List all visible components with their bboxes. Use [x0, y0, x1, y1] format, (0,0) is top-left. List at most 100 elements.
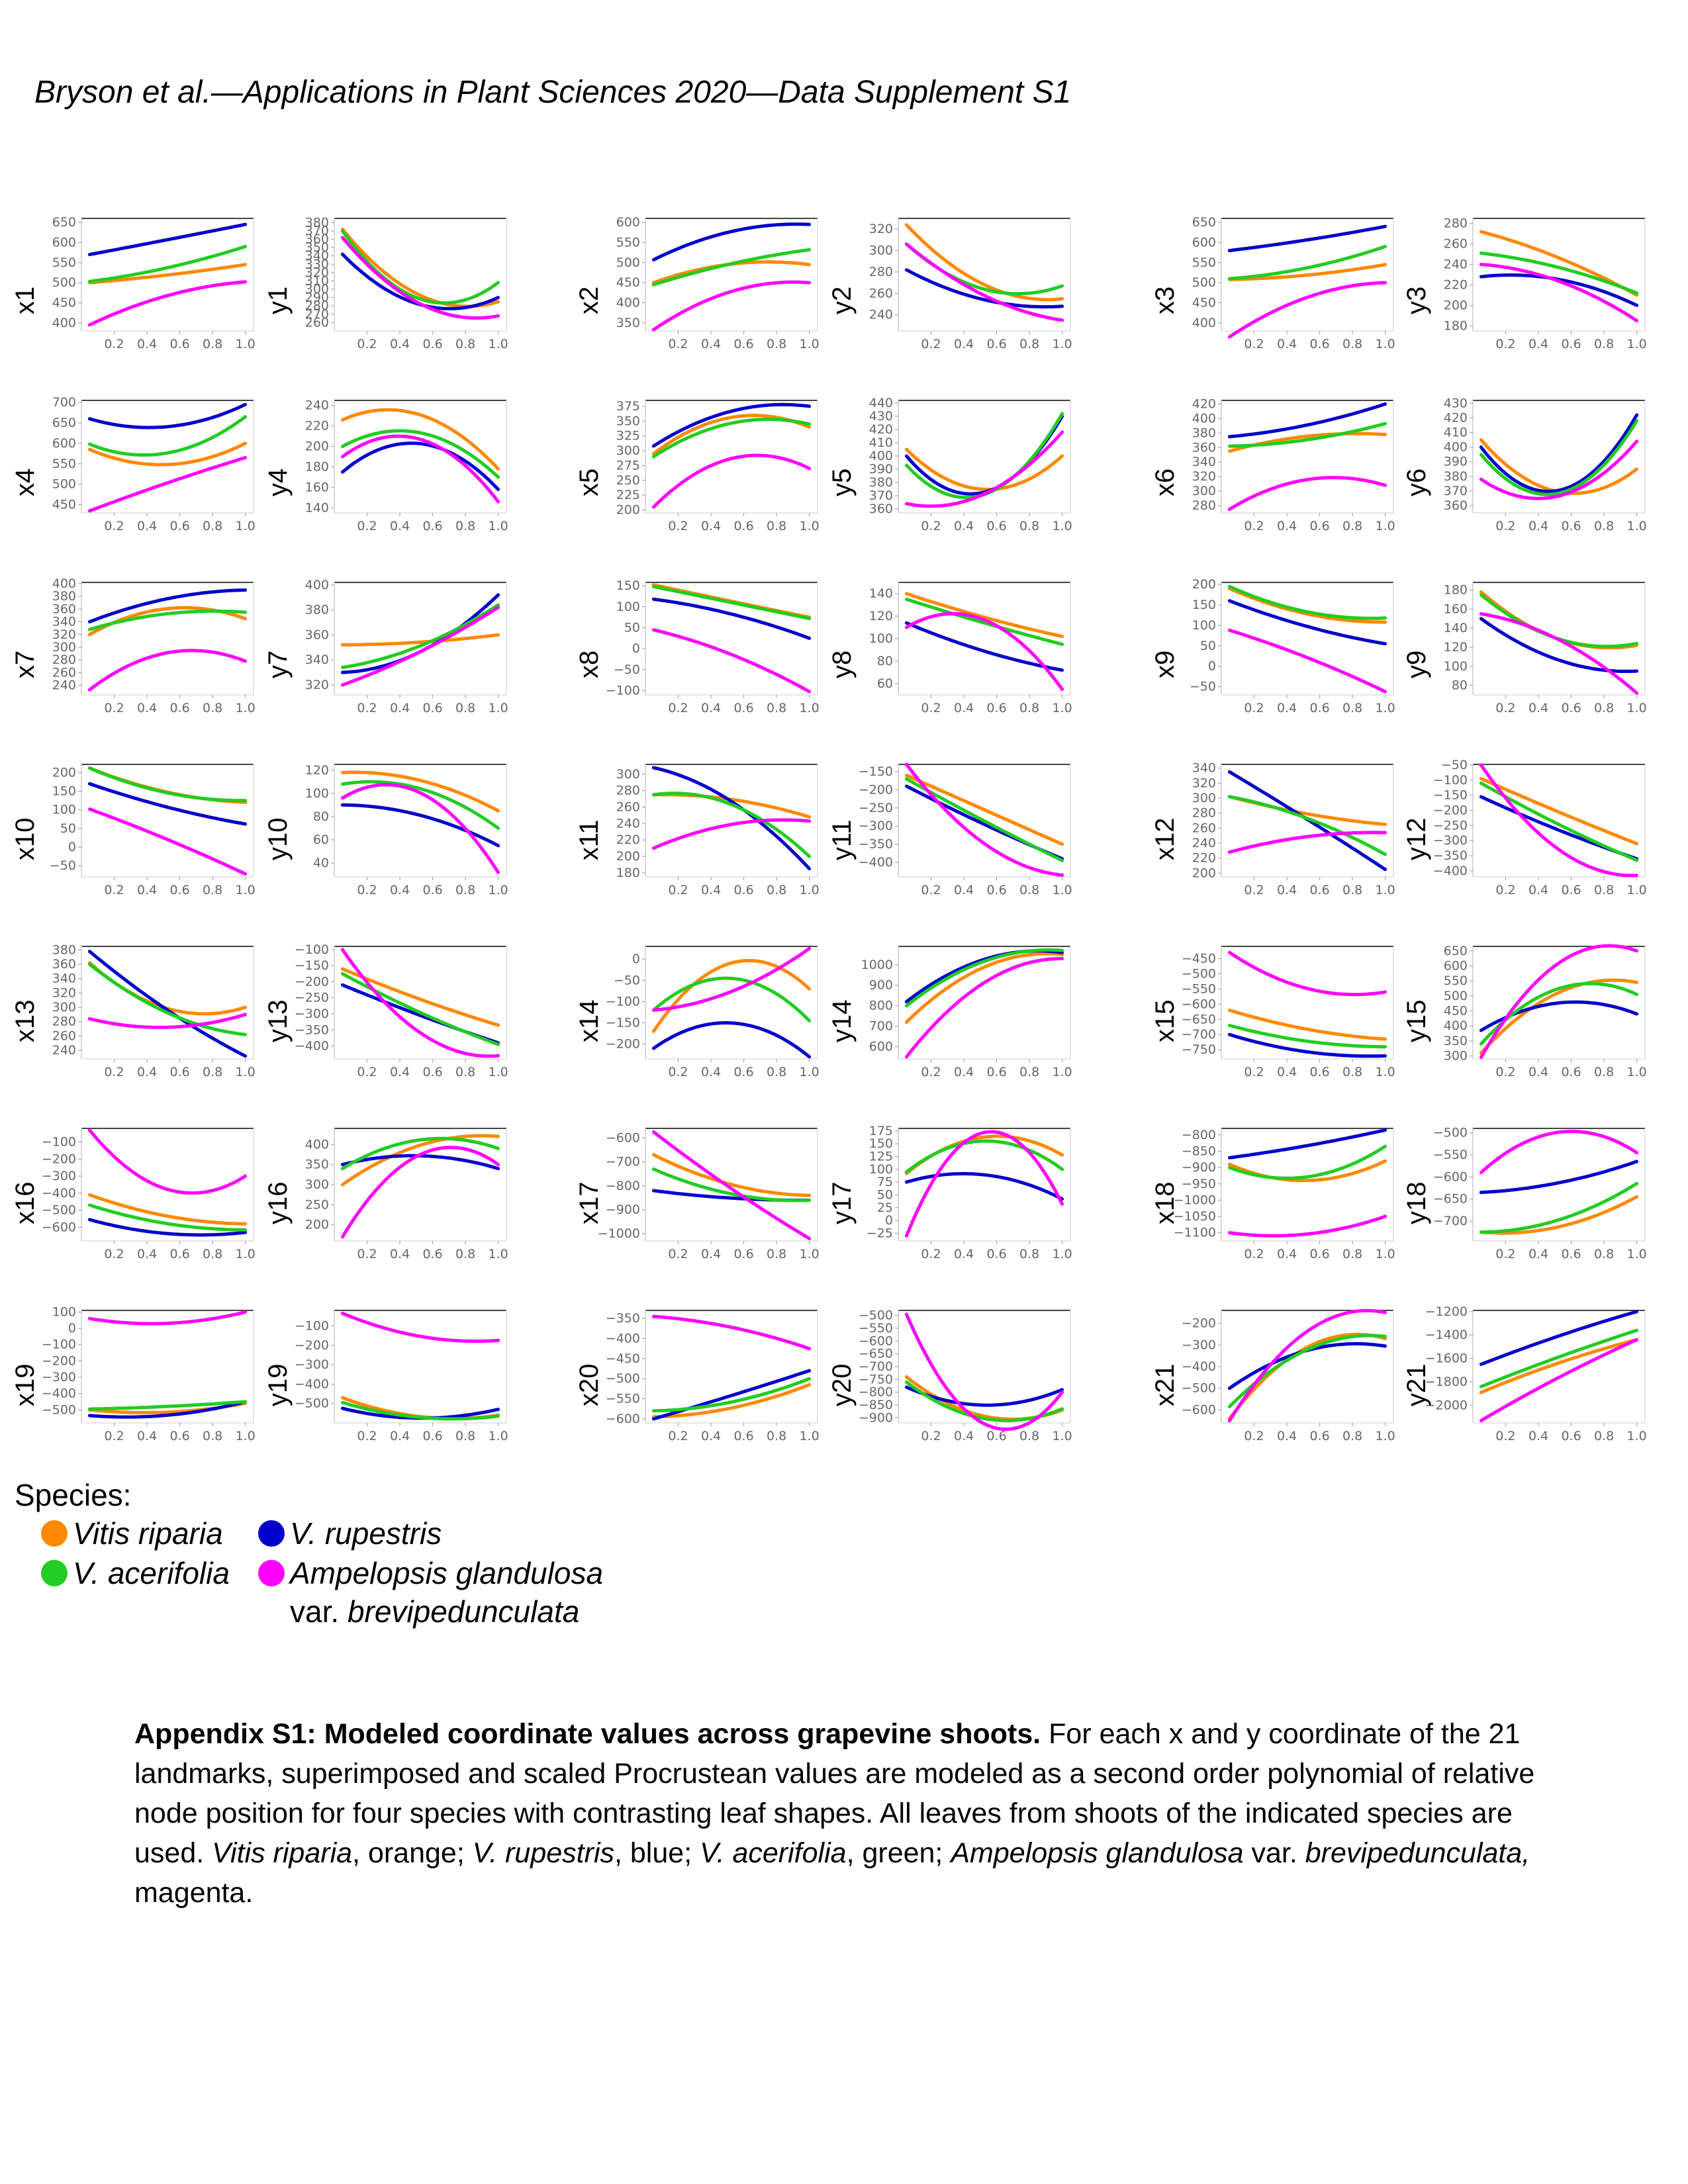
series-line-acerifolia [904, 1139, 1064, 1174]
series-line-riparia [1479, 230, 1639, 297]
x-tick-label: 0.2 [668, 1429, 688, 1443]
series-line-acerifolia [904, 777, 1064, 862]
series-line-acerifolia [651, 1167, 812, 1203]
y-tick-label: −900 [606, 1203, 640, 1217]
series-line-riparia [904, 774, 1064, 846]
x-tick-label: 0.4 [954, 519, 974, 533]
y-tick-label: −700 [1182, 1027, 1216, 1042]
panel-label-x1: x1 [11, 286, 40, 314]
y-tick-label: −800 [1182, 1128, 1216, 1142]
series-line-riparia [904, 952, 1064, 1024]
x-tick-label: 1.0 [1376, 701, 1395, 715]
chart-panel-y17: −25 0 25 50 75 100 125 150 175 0.2 0.4 0.6 0.8 1.0 y17 [827, 1122, 1100, 1300]
y-tick-label: 240 [616, 816, 640, 831]
y-tick-label: 280 [305, 298, 329, 313]
series-line-acerifolia [904, 598, 1064, 646]
x-tick-label: 0.2 [1495, 701, 1515, 715]
x-tick-label: 0.6 [986, 1247, 1006, 1261]
y-tick-label: 360 [1192, 440, 1216, 455]
chart-svg-y19: −500 −400 −300 −200 −100 0.2 0.4 0.6 0.8 1.0 [295, 1310, 508, 1443]
chart-svg-x8: −100 −50 0 50 100 150 0.2 0.4 0.6 0.8 1.0 [606, 578, 820, 715]
y-tick-label: −100 [606, 684, 640, 698]
series-line-ampelopsis [904, 1312, 1064, 1431]
y-tick-label: 340 [1192, 455, 1216, 469]
y-tick-label: 360 [52, 602, 76, 616]
chart-panel-y15: 300 350 400 450 500 550 600 650 0.2 0.4 0.6 0.8 1.0 y… [1402, 940, 1675, 1118]
y-tick-label: −50 [614, 973, 640, 987]
y-tick-label: −400 [606, 1332, 640, 1346]
y-tick-label: 200 [52, 765, 76, 780]
x-tick-label: 0.6 [986, 1065, 1006, 1079]
y-tick-label: −50 [614, 662, 640, 677]
x-tick-label: 0.8 [1342, 1429, 1362, 1443]
x-tick-label: 1.0 [1376, 1429, 1395, 1443]
y-tick-label: 260 [1444, 237, 1468, 251]
panel-label-y12: y12 [1402, 817, 1431, 861]
y-tick-label: 225 [616, 488, 640, 502]
y-tick-label: 200 [1444, 298, 1468, 312]
x-tick-label: 0.2 [921, 519, 941, 533]
series-line-rupestris [87, 1400, 248, 1419]
series-line-riparia [87, 441, 248, 467]
y-tick-label: 80 [877, 654, 893, 668]
chart-panel-y16: 200 250 300 350 400 0.2 0.4 0.6 0.8 1.0 y16 [263, 1122, 536, 1300]
chart-panel-y11: −400 −350 −300 −250 −200 −150 0.2 0.4 0.6 0.8 1.0 y… [827, 758, 1100, 936]
caption-color-1: , orange; [352, 1837, 473, 1869]
y-tick-label: 650 [1192, 215, 1216, 230]
chart-svg-x10: −50 0 50 100 150 200 0.2 0.4 0.6 0.8 1.0 [50, 764, 256, 897]
x-tick-label: 0.6 [422, 337, 442, 351]
y-tick-label: −400 [1433, 864, 1468, 878]
x-tick-label: 0.2 [668, 1247, 688, 1261]
x-tick-label: 0.2 [921, 883, 941, 897]
x-tick-label: 0.4 [390, 1429, 410, 1443]
legend-label-riparia: Vitis riparia [73, 1516, 223, 1551]
series-line-acerifolia [87, 962, 248, 1036]
y-tick-label: 360 [52, 957, 76, 972]
x-tick-label: 0.8 [203, 701, 222, 715]
chart-panel-x13: 240 260 280 300 320 340 360 380 0.2 0.4 0.6 0.8 1.0 x… [11, 940, 283, 1118]
x-tick-label: 0.6 [1561, 1065, 1581, 1079]
y-tick-label: −25 [867, 1226, 893, 1240]
chart-svg-x2: 350 400 450 500 550 600 0.2 0.4 0.6 0.8 1.0 [616, 215, 820, 351]
series-line-ampelopsis [87, 1013, 248, 1029]
y-tick-label: 900 [869, 978, 893, 993]
y-tick-label: −200 [1182, 1316, 1216, 1331]
series-line-ampelopsis [1479, 263, 1639, 322]
figure-caption: Appendix S1: Modeled coordinate values a… [134, 1714, 1558, 1913]
y-tick-label: 420 [869, 422, 893, 437]
x-tick-label: 0.6 [1561, 337, 1581, 351]
series-line-ampelopsis [340, 948, 500, 1058]
y-tick-label: 50 [1200, 639, 1216, 653]
y-tick-label: 380 [52, 942, 76, 957]
y-tick-label: 290 [305, 291, 329, 305]
series-line-acerifolia [1479, 419, 1639, 496]
y-tick-label: 50 [624, 621, 640, 635]
chart-panel-x19: −500 −400 −300 −200 −100 0 100 0.2 0.4 0.6 0.8 1.0 x… [11, 1304, 283, 1482]
x-tick-label: 0.2 [357, 1247, 377, 1261]
y-tick-label: 180 [616, 866, 640, 880]
y-tick-label: 340 [1192, 761, 1216, 776]
panel-label-y9: y9 [1402, 650, 1431, 678]
series-line-rupestris [904, 621, 1064, 672]
x-tick-label: 0.6 [733, 1065, 753, 1079]
x-tick-label: 1.0 [1376, 1247, 1395, 1261]
x-tick-label: 0.8 [767, 337, 786, 351]
y-tick-label: 260 [52, 665, 76, 680]
series-line-ampelopsis [651, 1314, 812, 1351]
series-line-riparia [340, 967, 500, 1027]
chart-svg-y9: 80 100 120 140 160 180 0.2 0.4 0.6 0.8 1.0 [1444, 582, 1647, 715]
y-tick-label: 270 [305, 307, 329, 322]
series-line-acerifolia [87, 1203, 248, 1232]
series-line-ampelopsis [1227, 281, 1387, 339]
x-tick-label: 0.8 [1594, 519, 1614, 533]
y-tick-label: −850 [1182, 1144, 1216, 1158]
y-tick-label: 500 [52, 275, 76, 290]
y-tick-label: 100 [616, 600, 640, 614]
y-tick-label: −1050 [1174, 1209, 1216, 1224]
y-tick-label: −600 [1182, 997, 1216, 1011]
series-line-ampelopsis [1479, 612, 1639, 695]
x-tick-label: 1.0 [800, 1065, 820, 1079]
x-tick-label: 1.0 [1053, 519, 1072, 533]
x-tick-label: 0.2 [357, 701, 377, 715]
